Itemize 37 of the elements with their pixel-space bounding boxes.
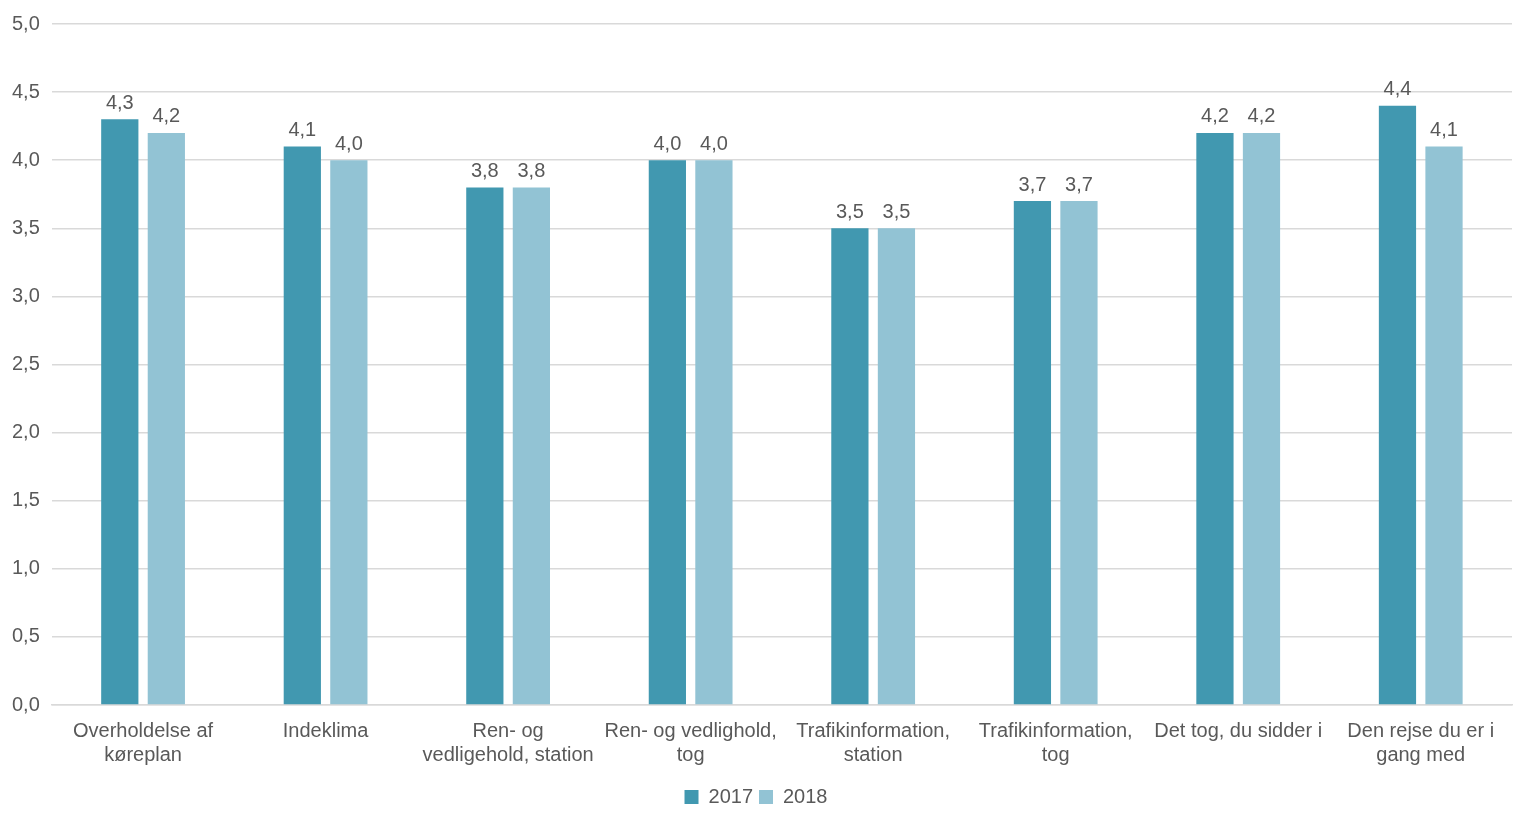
x-tick-label: Ren- og vedlighold, tog bbox=[604, 718, 777, 765]
y-tick-label: 3,5 bbox=[11, 215, 40, 238]
y-tick-label: 0,0 bbox=[11, 692, 40, 715]
data-label: 4,3 bbox=[105, 90, 134, 113]
data-label: 3,5 bbox=[835, 199, 864, 222]
data-label: 3,8 bbox=[470, 158, 499, 181]
data-label: 3,7 bbox=[1018, 172, 1047, 195]
y-tick-label: 2,5 bbox=[11, 352, 40, 375]
y-tick-label: 3,0 bbox=[11, 283, 40, 306]
data-label: 3,8 bbox=[517, 158, 546, 181]
data-label: 3,5 bbox=[882, 199, 911, 222]
data-label: 4,2 bbox=[1247, 104, 1276, 127]
x-tick-label: Indeklima bbox=[282, 718, 370, 741]
x-tick-label: Ren- og vedligehold, station bbox=[422, 718, 594, 765]
y-tick-label: 4,5 bbox=[11, 79, 40, 102]
data-label: 3,7 bbox=[1065, 172, 1093, 195]
x-tick-label: Trafikinformation, tog bbox=[978, 718, 1133, 765]
data-label: 4,2 bbox=[1201, 104, 1229, 127]
legend-label: 2017 bbox=[708, 784, 754, 807]
y-tick-label: 4,0 bbox=[11, 147, 40, 170]
legend-label: 2018 bbox=[783, 784, 828, 807]
data-label: 4,1 bbox=[1430, 118, 1458, 141]
x-tick-label: Trafikinformation, station bbox=[796, 718, 951, 765]
data-label: 4,0 bbox=[653, 131, 682, 154]
y-tick-label: 1,5 bbox=[11, 488, 40, 511]
y-tick-label: 0,5 bbox=[11, 624, 40, 647]
y-tick-label: 5,0 bbox=[11, 11, 40, 34]
x-tick-label: Det tog, du sidder i bbox=[1154, 718, 1323, 741]
data-label: 4,2 bbox=[152, 104, 181, 127]
y-tick-label: 1,0 bbox=[11, 556, 40, 579]
data-label: 4,0 bbox=[700, 131, 728, 154]
data-label: 4,0 bbox=[334, 131, 363, 154]
x-tick-label: Overholdelse af køreplan bbox=[73, 718, 214, 765]
data-label: 4,4 bbox=[1383, 77, 1412, 100]
x-tick-label: Den rejse du er i gang med bbox=[1347, 718, 1495, 765]
y-tick-label: 2,0 bbox=[11, 420, 40, 443]
data-label: 4,1 bbox=[288, 118, 317, 141]
